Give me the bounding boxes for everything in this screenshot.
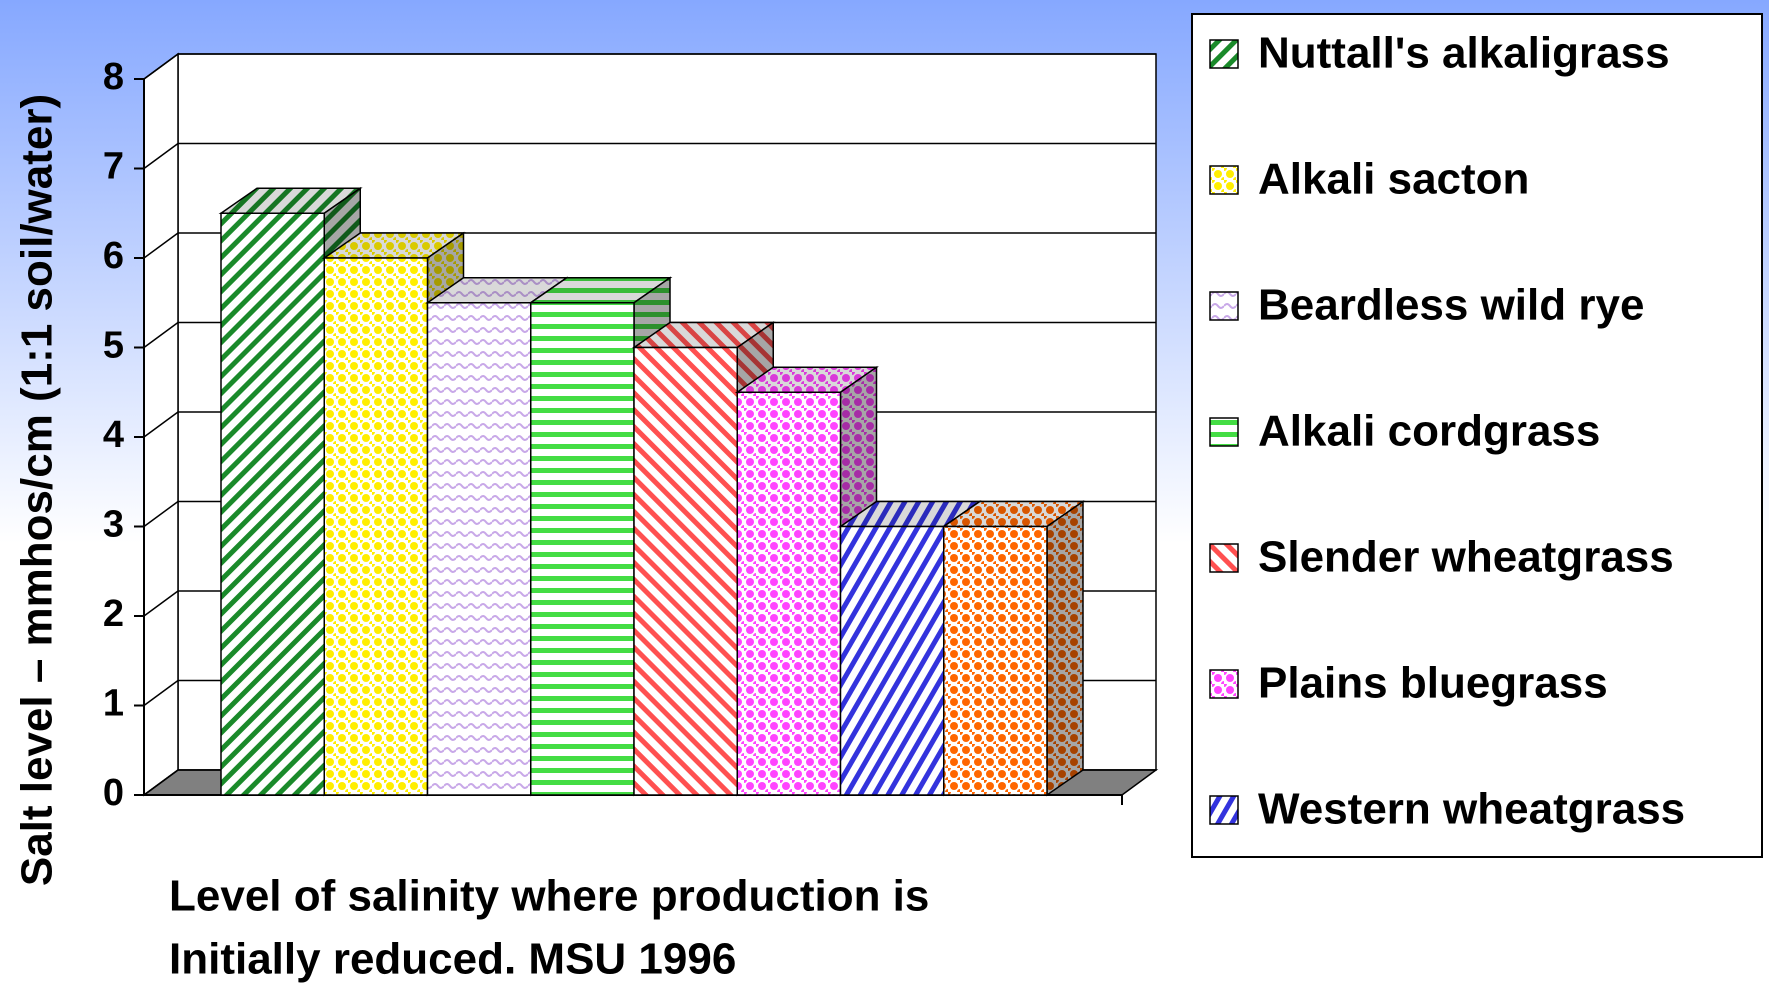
y-tick-label: 6 xyxy=(103,235,124,277)
bar-top-shade xyxy=(840,501,980,527)
bar-top-shade xyxy=(221,188,361,214)
legend-swatch xyxy=(1209,795,1239,825)
bar xyxy=(530,302,635,796)
y-tick-label: 4 xyxy=(103,414,124,456)
bar-top-shade xyxy=(943,501,1083,527)
y-axis-label: Salt level – mmhos/cm (1:1 soil/water) xyxy=(13,94,62,886)
bar-top-shade xyxy=(634,322,774,348)
grid-line xyxy=(143,321,179,349)
bar xyxy=(220,212,325,796)
bar xyxy=(736,391,842,796)
bar xyxy=(839,525,945,796)
grid-line xyxy=(143,769,179,796)
chart-title: Initially reduced. MSU 1996 xyxy=(169,935,736,984)
legend-label: Slender wheatgrass xyxy=(1258,533,1674,582)
legend-swatch xyxy=(1209,543,1239,573)
grid-line xyxy=(143,411,179,438)
chart-title: Level of salinity where production is xyxy=(169,872,929,921)
bar-top-shade xyxy=(737,367,877,393)
legend-label: Alkali sacton xyxy=(1258,155,1529,204)
grid-line xyxy=(143,590,179,617)
legend-label: Western wheatgrass xyxy=(1258,785,1685,834)
y-tick-label: 5 xyxy=(103,325,124,367)
grid-line xyxy=(143,500,179,528)
bar xyxy=(633,346,738,796)
y-tick-label: 7 xyxy=(103,146,124,188)
legend-label: Plains bluegrass xyxy=(1258,659,1608,708)
bar-top-shade xyxy=(530,277,670,303)
y-tick-label: 0 xyxy=(103,772,124,814)
grid-line xyxy=(143,679,179,707)
legend-swatch xyxy=(1209,417,1239,447)
y-tick-label: 3 xyxy=(103,504,124,546)
y-tick-label: 2 xyxy=(103,593,124,635)
legend-label: Nuttall's alkaligrass xyxy=(1258,29,1670,78)
grid-line xyxy=(143,53,179,80)
y-tick-label: 8 xyxy=(103,56,124,98)
grid-line xyxy=(143,232,179,259)
grid-line xyxy=(143,142,179,170)
bar xyxy=(426,302,532,796)
legend-swatch xyxy=(1209,291,1239,321)
bar-side-shade xyxy=(1047,501,1083,795)
bar xyxy=(943,525,1048,796)
bar xyxy=(323,257,429,796)
bar-top-shade xyxy=(324,233,464,258)
bar-top-shade xyxy=(427,277,567,303)
legend-label: Beardless wild rye xyxy=(1258,281,1644,330)
legend-label: Alkali cordgrass xyxy=(1258,407,1600,456)
legend-swatch xyxy=(1209,39,1239,69)
y-tick-label: 1 xyxy=(103,683,124,725)
legend-box xyxy=(1191,13,1763,858)
legend-swatch xyxy=(1209,165,1239,195)
legend-swatch xyxy=(1209,669,1239,699)
